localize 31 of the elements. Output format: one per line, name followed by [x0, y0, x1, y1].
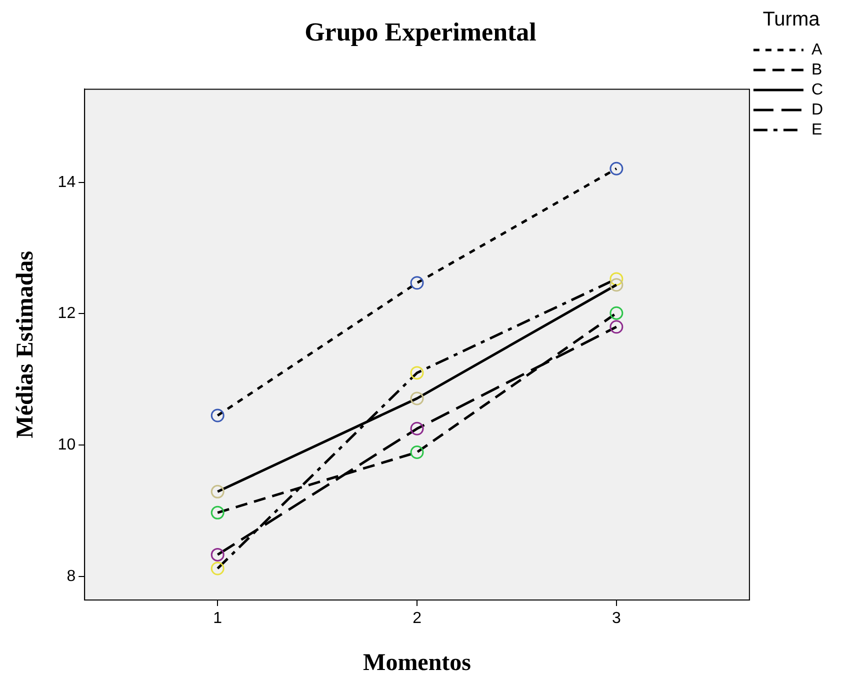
point — [210, 506, 224, 520]
x-tick-label: 2 — [412, 610, 422, 628]
point — [410, 446, 424, 460]
legend-label: D — [811, 101, 824, 118]
point — [610, 278, 624, 292]
point — [410, 392, 424, 406]
legend-label: C — [811, 81, 824, 98]
chart-title: Grupo Experimental — [304, 17, 536, 46]
x-axis-title: Momentos — [363, 650, 472, 676]
y-tick-label: 10 — [58, 436, 76, 454]
x-tick-label: 1 — [213, 610, 222, 628]
point — [210, 548, 224, 562]
point — [210, 408, 224, 422]
y-tick-label: 8 — [66, 568, 76, 585]
legend-label: E — [811, 121, 822, 138]
point — [610, 162, 624, 176]
legend-label: B — [811, 61, 822, 78]
point — [210, 484, 224, 498]
point — [410, 276, 424, 290]
legend-title: Turma — [762, 8, 821, 31]
y-tick-label: 14 — [58, 174, 76, 191]
y-tick-label: 12 — [58, 305, 76, 322]
point — [210, 562, 224, 576]
point — [410, 366, 424, 380]
x-tick-label: 3 — [612, 610, 621, 628]
y-axis-title: Médias Estimadas — [12, 250, 39, 438]
point — [610, 320, 624, 334]
point — [410, 422, 424, 436]
point — [610, 272, 624, 286]
point — [610, 306, 624, 320]
legend-label: A — [811, 41, 822, 58]
